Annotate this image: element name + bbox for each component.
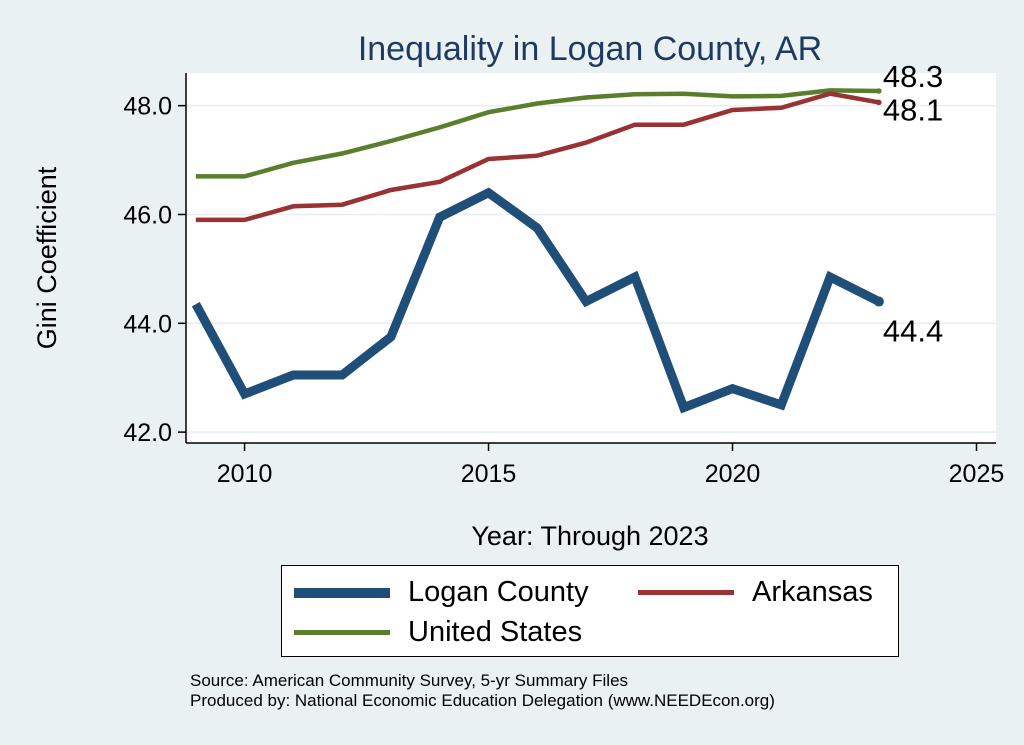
legend-item-logan-county: Logan County: [294, 576, 589, 609]
grid: [186, 104, 996, 433]
end-point-logan-county: [873, 296, 884, 307]
producer-line: Produced by: National Economic Education…: [190, 691, 775, 710]
labels-group: 44.4 48.148.3: [883, 59, 943, 349]
legend-label: United States: [408, 616, 583, 648]
end-label-logan-county: 44.4: [883, 314, 943, 349]
x-tick-label: 2020: [705, 460, 761, 488]
source-line: Source: American Community Survey, 5-yr …: [190, 671, 629, 690]
series-group: [191, 88, 884, 414]
y-axis-title: Gini Coefficient: [32, 166, 62, 349]
series-line-logan-county: [191, 187, 881, 414]
legend-item-arkansas: Arkansas: [638, 576, 873, 609]
end-point-arkansas: [876, 99, 882, 106]
end-label-arkansas: 48.1: [883, 92, 943, 127]
series-line-united-states: [195, 88, 879, 179]
end-label-united-states: 48.3: [883, 59, 943, 94]
legend-label: Logan County: [408, 576, 589, 608]
chart-title: Inequality in Logan County, AR: [358, 30, 822, 68]
x-axis-title: Year: Through 2023: [471, 521, 708, 551]
y-tick-label: 46.0: [123, 201, 172, 229]
axes: 42.0 44.0 46.0 48.0 2010 2015 2020 2025: [123, 73, 1004, 488]
legend: Logan County Arkansas United States: [281, 565, 899, 657]
legend-swatch-arkansas: [638, 590, 734, 595]
plot-area: [186, 73, 996, 443]
end-point-united-states: [876, 88, 882, 94]
x-tick-label: 2010: [217, 460, 273, 488]
legend-item-united-states: United States: [294, 616, 582, 649]
x-tick-label: 2025: [949, 460, 1005, 488]
legend-label: Arkansas: [752, 576, 873, 608]
legend-swatch-united-states: [294, 630, 390, 635]
y-tick-label: 44.0: [123, 310, 172, 338]
series-line-arkansas: [195, 91, 880, 223]
legend-swatch-logan-county: [294, 587, 390, 598]
y-tick-label: 48.0: [123, 93, 172, 121]
source-note: Source: American Community Survey, 5-yr …: [190, 671, 775, 711]
y-tick-label: 42.0: [123, 419, 172, 447]
x-tick-label: 2015: [461, 460, 517, 488]
